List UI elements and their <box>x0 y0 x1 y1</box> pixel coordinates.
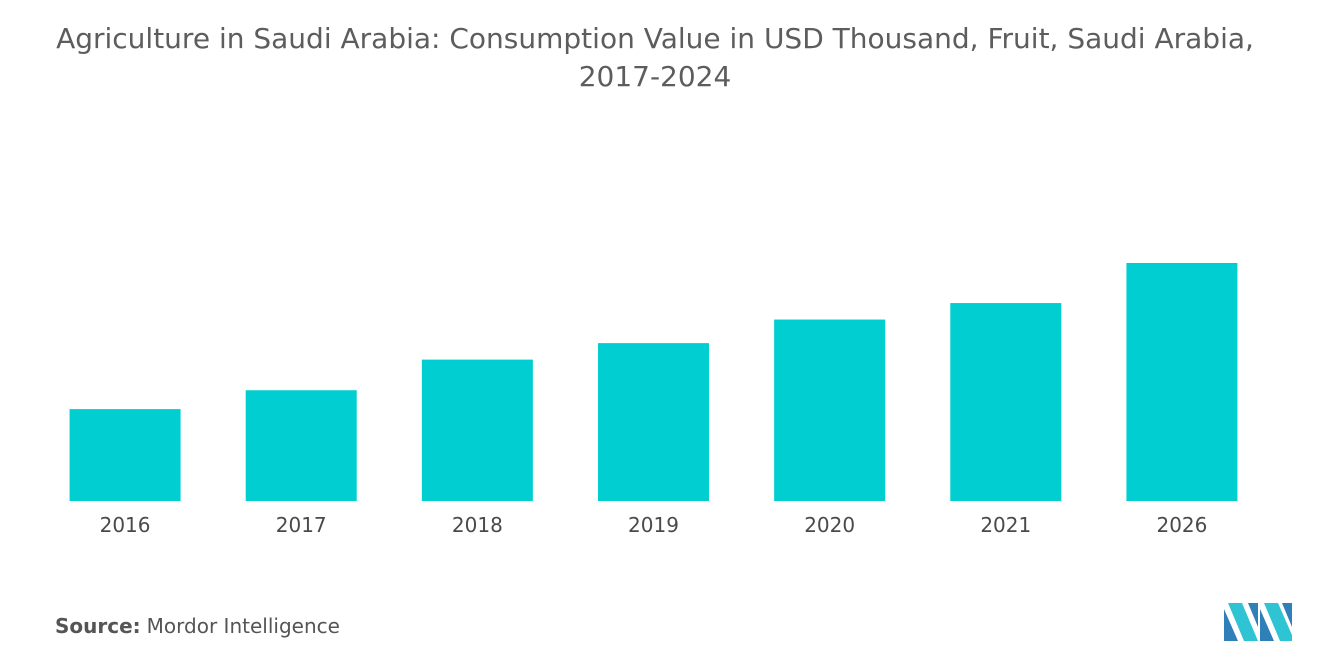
chart-title: Agriculture in Saudi Arabia: Consumption… <box>0 20 1310 96</box>
bar-2026 <box>1126 263 1238 501</box>
x-tick-label-2016: 2016 <box>100 513 151 537</box>
bar-2020 <box>774 319 886 501</box>
x-tick-label-2026: 2026 <box>1156 513 1207 537</box>
bar-2017 <box>245 390 357 501</box>
x-tick-label-2018: 2018 <box>452 513 503 537</box>
source-label: Source: <box>55 614 141 638</box>
bar-2016 <box>69 409 181 501</box>
chart-title-line-2: 2017-2024 <box>578 60 732 93</box>
x-tick-label-2017: 2017 <box>276 513 327 537</box>
mordor-intelligence-logo-icon <box>1224 603 1292 641</box>
x-tick-label-2019: 2019 <box>628 513 679 537</box>
x-tick-label-2020: 2020 <box>804 513 855 537</box>
bar-2019 <box>598 343 709 501</box>
bar-2021 <box>950 303 1062 501</box>
chart-title-line-1: Agriculture in Saudi Arabia: Consumption… <box>56 22 1254 55</box>
x-tick-label-2021: 2021 <box>980 513 1031 537</box>
bar-2018 <box>421 359 533 501</box>
source-text: Mordor Intelligence <box>146 614 340 638</box>
source-note: Source: Mordor Intelligence <box>55 614 340 638</box>
